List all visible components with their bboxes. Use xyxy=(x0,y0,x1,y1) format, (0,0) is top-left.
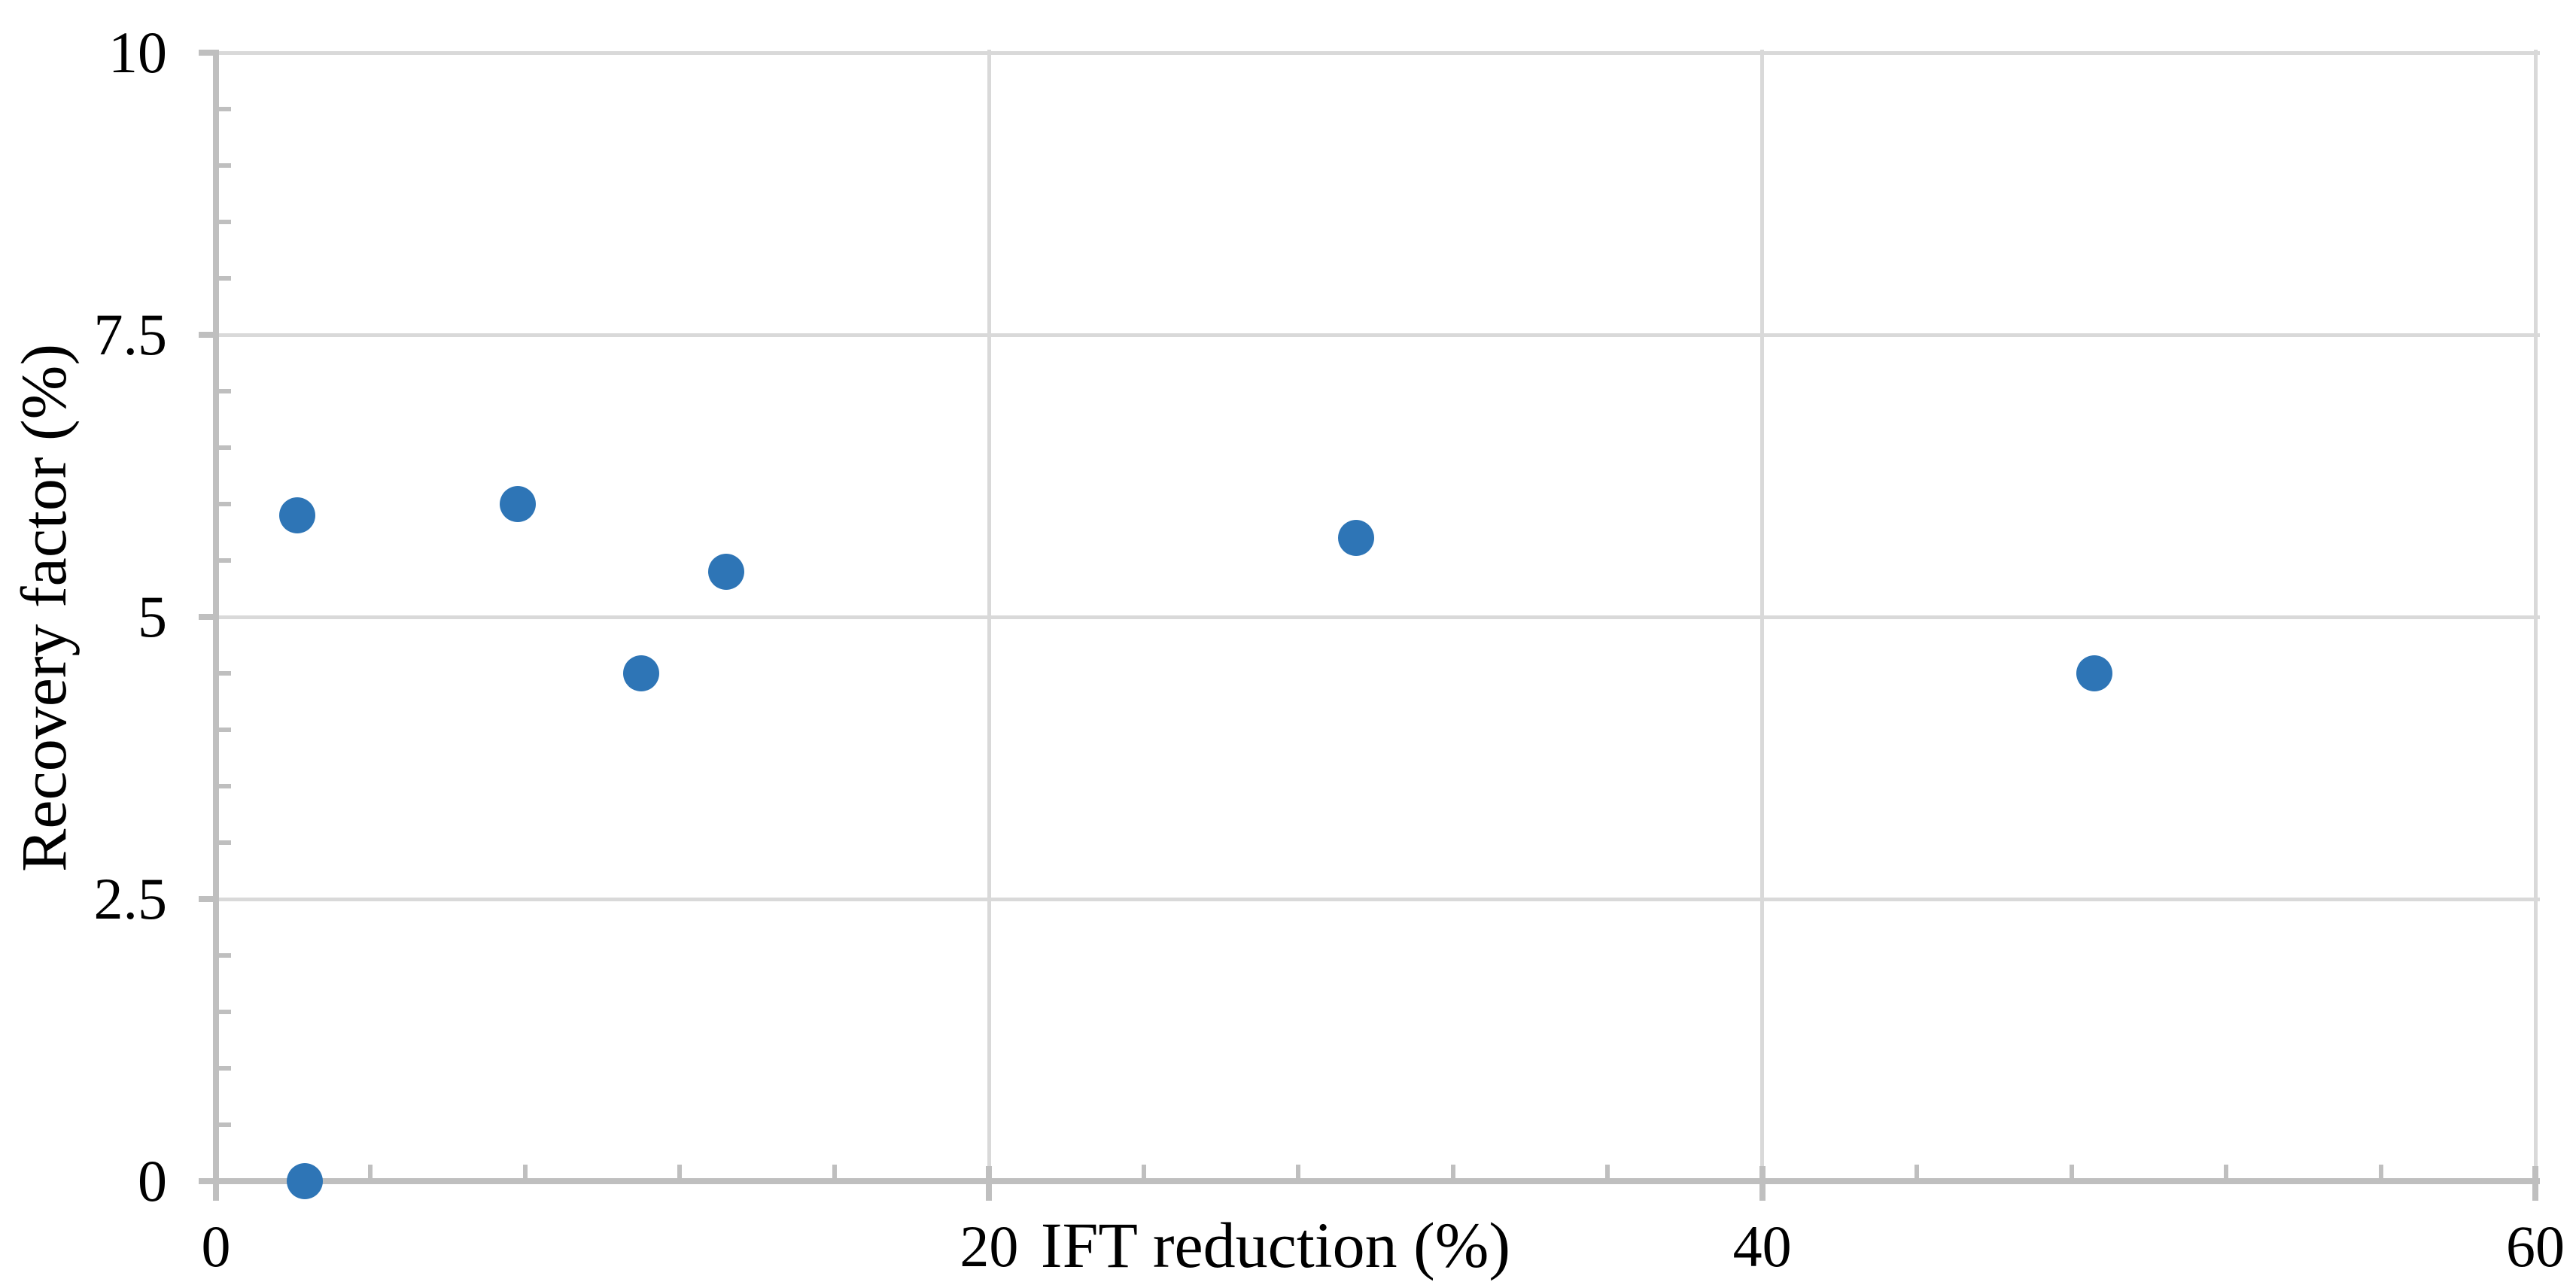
horizontal-gridline xyxy=(213,615,2540,619)
y-axis-minor-tick xyxy=(217,558,231,563)
data-point xyxy=(287,1163,324,1199)
x-axis-minor-tick xyxy=(2224,1165,2229,1178)
y-axis-minor-tick xyxy=(217,840,231,845)
data-point xyxy=(278,497,315,533)
x-axis-minor-tick xyxy=(832,1165,837,1178)
y-axis-line xyxy=(213,50,219,1186)
y-axis-minor-tick xyxy=(217,163,231,168)
vertical-gridline xyxy=(987,50,991,1184)
y-axis-minor-tick xyxy=(217,389,231,393)
data-point xyxy=(708,554,745,590)
data-point xyxy=(623,655,660,691)
x-axis-minor-tick xyxy=(1605,1165,1610,1178)
data-point xyxy=(499,486,536,522)
vertical-gridline xyxy=(2533,50,2538,1184)
x-tick-label: 60 xyxy=(2506,1214,2565,1279)
y-axis-minor-tick xyxy=(217,784,231,788)
y-axis-major-tick xyxy=(199,332,219,338)
data-point xyxy=(1338,520,1375,556)
x-axis-minor-tick xyxy=(1296,1165,1301,1178)
y-axis-minor-tick xyxy=(217,1066,231,1071)
y-tick-label: 2.5 xyxy=(93,866,168,931)
y-axis-minor-tick xyxy=(217,728,231,732)
x-axis-minor-tick xyxy=(2069,1165,2074,1178)
y-tick-label: 0 xyxy=(138,1148,167,1214)
x-axis-minor-tick xyxy=(1450,1165,1455,1178)
y-axis-minor-tick xyxy=(217,953,231,958)
y-axis-major-tick xyxy=(199,50,219,56)
y-tick-label: 10 xyxy=(108,20,167,85)
y-axis-major-tick xyxy=(199,1178,219,1184)
x-axis-minor-tick xyxy=(677,1165,683,1178)
y-tick-label: 7.5 xyxy=(93,302,168,367)
y-axis-minor-tick xyxy=(217,445,231,450)
y-axis-minor-tick xyxy=(217,276,231,281)
y-axis-minor-tick xyxy=(217,107,231,111)
x-tick-label: 40 xyxy=(1732,1214,1792,1279)
y-tick-label: 5 xyxy=(138,584,167,649)
x-axis-title: IFT reduction (%) xyxy=(1040,1209,1511,1281)
x-axis-line xyxy=(213,1178,2540,1184)
horizontal-gridline xyxy=(213,333,2540,337)
y-axis-minor-tick xyxy=(217,1010,231,1014)
horizontal-gridline xyxy=(213,897,2540,901)
data-point xyxy=(2076,655,2113,691)
y-axis-minor-tick xyxy=(217,502,231,506)
y-axis-minor-tick xyxy=(217,220,231,224)
y-axis-minor-tick xyxy=(217,671,231,676)
x-axis-minor-tick xyxy=(1141,1165,1146,1178)
x-tick-label: 20 xyxy=(960,1214,1019,1279)
y-axis-major-tick xyxy=(199,896,219,902)
x-axis-minor-tick xyxy=(1915,1165,1920,1178)
x-tick-label: 0 xyxy=(201,1214,231,1279)
x-axis-minor-tick xyxy=(522,1165,528,1178)
vertical-gridline xyxy=(1760,50,1765,1184)
y-axis-major-tick xyxy=(199,614,219,620)
y-axis-minor-tick xyxy=(217,1122,231,1127)
horizontal-gridline xyxy=(213,50,2540,55)
x-axis-minor-tick xyxy=(368,1165,373,1178)
x-axis-minor-tick xyxy=(2378,1165,2383,1178)
